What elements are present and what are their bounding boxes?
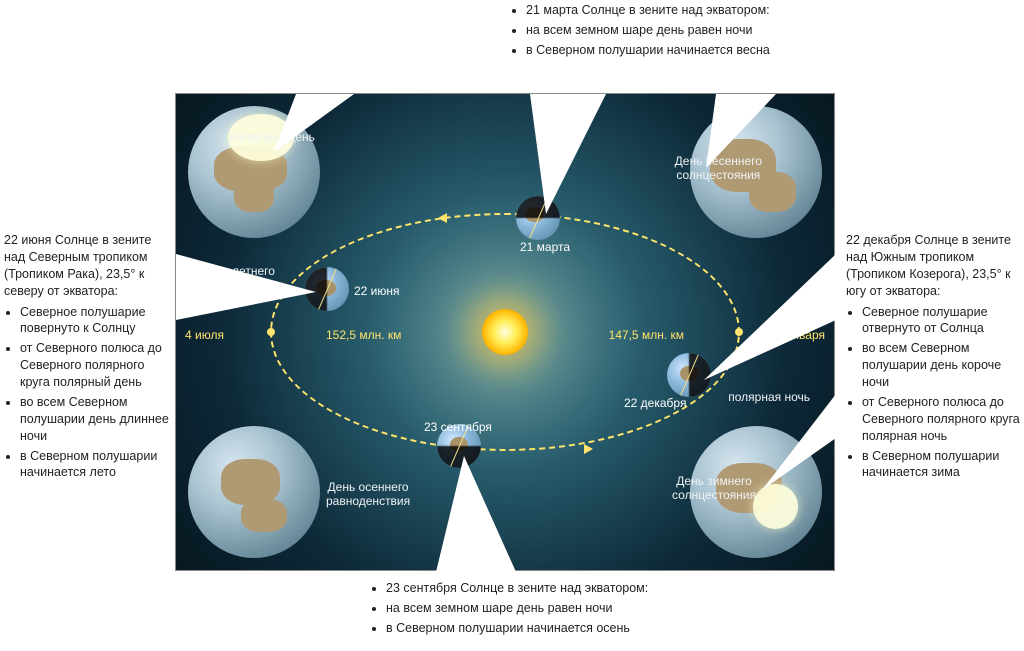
note-right-b2: во всем Северном полушарии день короче н… bbox=[862, 340, 1022, 391]
note-left-b1: Северное полушарие повернуто к Солнцу bbox=[20, 304, 172, 338]
note-bottom-b2: в Северном полушарии начинается осень bbox=[386, 620, 790, 637]
note-left-b3: во всем Северном полушарии день длиннее … bbox=[20, 394, 172, 445]
note-right-b1: Северное полушарие отвернуто от Солнца bbox=[862, 304, 1022, 338]
note-bottom-header: 23 сентября Солнце в зените над экваторо… bbox=[386, 580, 790, 597]
note-top: 21 марта Солнце в зените над экватором: … bbox=[510, 2, 930, 62]
note-bottom: 23 сентября Солнце в зените над экваторо… bbox=[370, 580, 790, 640]
note-left-header: 22 июня Солнце в зените над Северным тро… bbox=[4, 232, 172, 300]
note-right: 22 декабря Солнце в зените над Южным тро… bbox=[846, 232, 1022, 484]
note-bottom-b1: на всем земном шаре день равен ночи bbox=[386, 600, 790, 617]
note-right-b4: в Северном полушарии начинается зима bbox=[862, 448, 1022, 482]
note-top-header: 21 марта Солнце в зените над экватором: bbox=[526, 2, 930, 19]
note-top-b1: на всем земном шаре день равен ночи bbox=[526, 22, 930, 39]
note-left: 22 июня Солнце в зените над Северным тро… bbox=[4, 232, 172, 484]
note-right-header: 22 декабря Солнце в зените над Южным тро… bbox=[846, 232, 1022, 300]
note-right-b3: от Северного полюса до Северного полярно… bbox=[862, 394, 1022, 445]
note-top-b2: в Северном полушарии начинается весна bbox=[526, 42, 930, 59]
orbit-diagram-stage: полярный день полярная ночь 4 июля 3 янв… bbox=[175, 93, 835, 571]
note-left-b2: от Северного полюса до Северного полярно… bbox=[20, 340, 172, 391]
note-left-b4: в Северном полушарии начинается лето bbox=[20, 448, 172, 482]
pointer-wedges bbox=[176, 94, 836, 572]
